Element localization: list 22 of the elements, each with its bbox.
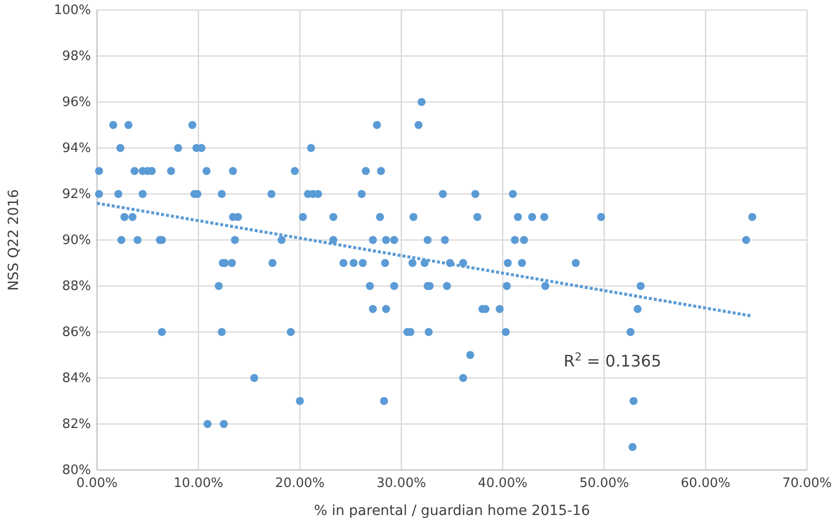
x-tick-label: 50.00% bbox=[579, 476, 629, 492]
y-tick-label: 86% bbox=[62, 325, 91, 340]
y-tick-label: 80% bbox=[62, 463, 91, 478]
x-tick-label: 70.00% bbox=[782, 476, 832, 492]
x-tick-label: 20.00% bbox=[275, 476, 325, 492]
y-tick-label: 96% bbox=[62, 95, 91, 110]
y-tick-label: 90% bbox=[62, 233, 91, 248]
x-tick-label: 0.00% bbox=[76, 476, 118, 492]
y-tick-label: 88% bbox=[62, 279, 91, 294]
y-tick-label: 98% bbox=[62, 49, 91, 64]
x-tick-label: 60.00% bbox=[680, 476, 730, 492]
x-axis-title: % in parental / guardian home 2015-16 bbox=[314, 503, 590, 519]
annotation: R$^{2}$ = 0.1365 bbox=[564, 350, 662, 370]
y-axis-title: NSS Q22 2016 bbox=[6, 189, 22, 291]
y-tick-label: 82% bbox=[62, 417, 91, 432]
x-tick-label: 40.00% bbox=[478, 476, 528, 492]
y-tick-label: 100% bbox=[54, 3, 91, 18]
x-tick-label: 30.00% bbox=[376, 476, 426, 492]
x-tick-label: 10.00% bbox=[174, 476, 224, 492]
y-tick-label: 92% bbox=[62, 187, 91, 202]
y-tick-label: 94% bbox=[62, 141, 91, 156]
y-tick-label: 84% bbox=[62, 371, 91, 386]
